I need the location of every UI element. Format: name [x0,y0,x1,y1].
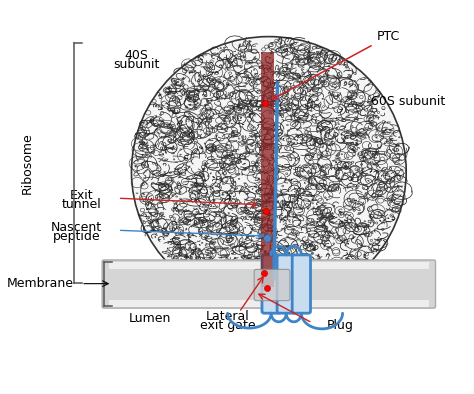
FancyBboxPatch shape [292,255,310,313]
FancyBboxPatch shape [102,260,436,308]
Bar [109,262,429,269]
Text: Cytosol: Cytosol [182,273,228,286]
Text: Nascent: Nascent [51,221,102,234]
Text: Membrane: Membrane [6,277,73,290]
Text: Plug: Plug [327,319,353,332]
Text: Translocon: Translocon [148,279,215,292]
Ellipse shape [131,37,406,307]
Text: 40S: 40S [124,49,148,62]
Text: 60S subunit: 60S subunit [371,95,446,108]
FancyBboxPatch shape [262,255,280,313]
Text: exit gate: exit gate [200,319,255,332]
FancyBboxPatch shape [254,269,290,301]
Bar [109,299,429,307]
Text: peptide: peptide [53,230,100,243]
Text: PTC: PTC [273,30,400,99]
Text: tunnel: tunnel [61,197,101,210]
Text: Lumen: Lumen [128,312,171,325]
Text: Ribosome: Ribosome [21,132,34,194]
Text: Lateral: Lateral [206,310,249,323]
Text: Exit: Exit [69,189,93,202]
Text: subunit: subunit [113,58,159,71]
Bar [261,52,274,287]
FancyBboxPatch shape [277,255,295,313]
